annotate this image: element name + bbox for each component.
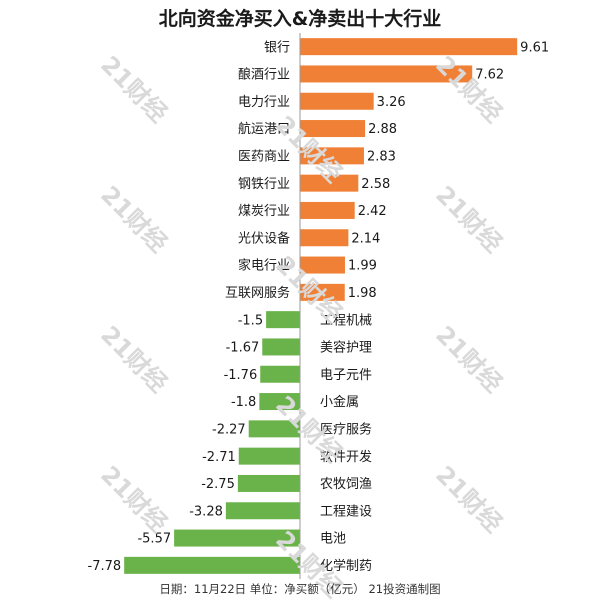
footer-note: 日期：11月22日 单位：净买额（亿元） 21投资通制图 [159, 582, 441, 596]
value-label-16: -2.75 [201, 477, 235, 492]
value-label-6: 2.42 [358, 204, 387, 219]
bar-15 [238, 447, 300, 465]
category-label-4: 医药商业 [238, 150, 290, 165]
category-label-9: 互联网服务 [225, 285, 290, 301]
category-label-2: 电力行业 [238, 95, 290, 110]
bar-5 [300, 174, 359, 192]
bar-7 [300, 229, 349, 247]
bar-12 [260, 365, 300, 383]
value-label-8: 1.99 [348, 259, 377, 274]
category-label-6: 煤炭行业 [238, 204, 290, 219]
category-label-13: 小金属 [320, 394, 359, 410]
category-label-8: 家电行业 [238, 258, 290, 274]
bar-6 [300, 201, 355, 219]
category-label-19: 化学制药 [320, 558, 372, 574]
category-label-5: 钢铁行业 [238, 177, 290, 192]
category-label-3: 航运港口 [238, 121, 290, 137]
value-label-1: 7.62 [475, 68, 504, 83]
category-label-18: 电池 [320, 532, 346, 547]
chart-title: 北向资金净买入&净卖出十大行业 [158, 8, 442, 30]
bar-8 [300, 256, 345, 274]
category-label-17: 工程建设 [320, 504, 372, 519]
value-label-17: -3.28 [189, 504, 223, 519]
value-label-4: 2.83 [367, 150, 396, 165]
bar-10 [266, 311, 300, 329]
category-label-14: 医疗服务 [320, 422, 372, 438]
bar-16 [237, 474, 300, 492]
value-label-18: -5.57 [137, 532, 171, 547]
value-label-2: 3.26 [377, 95, 406, 110]
value-label-5: 2.58 [361, 177, 390, 192]
category-label-10: 工程机械 [320, 313, 372, 328]
bar-1 [300, 65, 473, 83]
bar-4 [300, 147, 364, 165]
bar-11 [262, 338, 300, 356]
value-label-0: 9.61 [520, 40, 549, 55]
bar-9 [300, 283, 345, 301]
bar-18 [174, 529, 300, 547]
category-label-7: 光伏设备 [238, 230, 290, 246]
value-label-19: -7.78 [88, 559, 122, 574]
value-label-10: -1.5 [238, 313, 263, 328]
category-label-11: 美容护理 [320, 340, 372, 356]
value-label-11: -1.67 [226, 341, 260, 356]
category-label-12: 电子元件 [320, 368, 372, 383]
bar-13 [259, 393, 300, 411]
bar-19 [124, 556, 300, 574]
bar-3 [300, 120, 366, 138]
value-label-13: -1.8 [231, 395, 256, 410]
value-label-12: -1.76 [224, 368, 258, 383]
bar-14 [248, 420, 300, 438]
category-label-1: 酿酒行业 [238, 67, 290, 83]
category-label-0: 银行 [264, 40, 290, 55]
bar-2 [300, 92, 374, 110]
value-label-3: 2.88 [368, 122, 397, 137]
bar-0 [300, 38, 518, 56]
category-label-15: 软件开发 [320, 449, 372, 465]
bar-17 [225, 502, 300, 520]
value-label-7: 2.14 [351, 231, 380, 246]
category-label-16: 农牧饲渔 [320, 477, 372, 492]
value-label-14: -2.27 [212, 423, 246, 438]
value-label-15: -2.71 [202, 450, 236, 465]
value-label-9: 1.98 [348, 286, 377, 301]
